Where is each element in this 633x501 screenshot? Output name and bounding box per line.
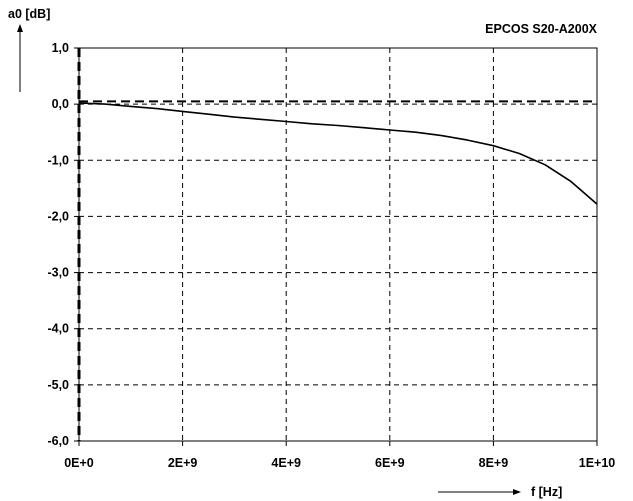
x-tick-label: 4E+9 [271, 456, 301, 470]
y-tick-labels: 1,0 0,0 -1,0 -2,0 -3,0 -4,0 -5,0 -6,0 [47, 41, 69, 448]
x-tick-label: 8E+9 [479, 456, 509, 470]
x-tick-label: 2E+9 [168, 456, 198, 470]
y-tick-label: -2,0 [47, 209, 69, 223]
y-tick-label: -6,0 [47, 434, 69, 448]
x-tick-label: 1E+10 [579, 456, 616, 470]
x-tick-labels: 0E+0 2E+9 4E+9 6E+9 8E+9 1E+10 [64, 456, 615, 470]
x-tick-label: 6E+9 [375, 456, 405, 470]
y-tick-label: 0,0 [52, 97, 69, 111]
axes [74, 47, 598, 446]
y-tick-label: 1,0 [52, 41, 69, 55]
y-axis-arrow [17, 24, 23, 92]
x-tick-label: 0E+0 [64, 456, 94, 470]
plot-frame [78, 47, 598, 442]
y-tick-label: -1,0 [47, 153, 69, 167]
series-line [78, 102, 598, 205]
y-tick-label: -4,0 [47, 322, 69, 336]
y-tick-label: -5,0 [47, 378, 69, 392]
y-axis-label: a0 [dB] [8, 7, 50, 21]
grid [78, 47, 598, 442]
series-group [78, 102, 598, 205]
x-axis-arrow [438, 489, 521, 495]
x-axis-label: f [Hz] [531, 485, 562, 499]
y-tick-label: -3,0 [47, 266, 69, 280]
chart-title: EPCOS S20-A200X [485, 22, 598, 36]
